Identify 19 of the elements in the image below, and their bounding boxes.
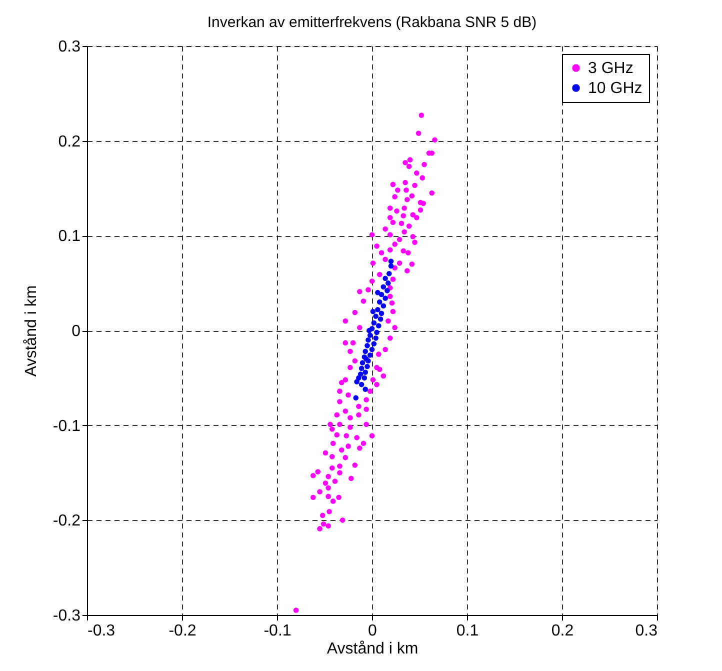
x-tick-label: 0.1 xyxy=(456,622,479,640)
y-tick-label: 0.2 xyxy=(58,133,81,150)
y-axis-title: Avstånd i km xyxy=(22,285,40,377)
legend-label: 3 GHz xyxy=(588,60,634,77)
x-tick-label: 0.2 xyxy=(551,622,574,640)
x-tick-label: -0.3 xyxy=(88,622,116,640)
y-tick-label: 0.1 xyxy=(58,228,81,246)
x-tick-label: -0.2 xyxy=(168,622,196,640)
x-tick-label: 0.3 xyxy=(635,622,658,640)
y-tick-label: -0.3 xyxy=(52,608,81,624)
y-tick-label: -0.2 xyxy=(52,512,81,530)
x-tick-label: 0 xyxy=(368,622,378,640)
x-axis-title: Avstånd i km xyxy=(326,640,418,658)
y-tick-label: -0.1 xyxy=(52,418,81,435)
legend-label: 10 GHz xyxy=(588,80,642,97)
chart-title: Inverkan av emitterfrekvens (Rakbana SNR 5 dB) xyxy=(207,14,537,31)
y-tick-label: 0.3 xyxy=(58,38,81,56)
y-tick-label: 0 xyxy=(72,323,81,340)
x-tick-label: -0.1 xyxy=(264,622,292,640)
